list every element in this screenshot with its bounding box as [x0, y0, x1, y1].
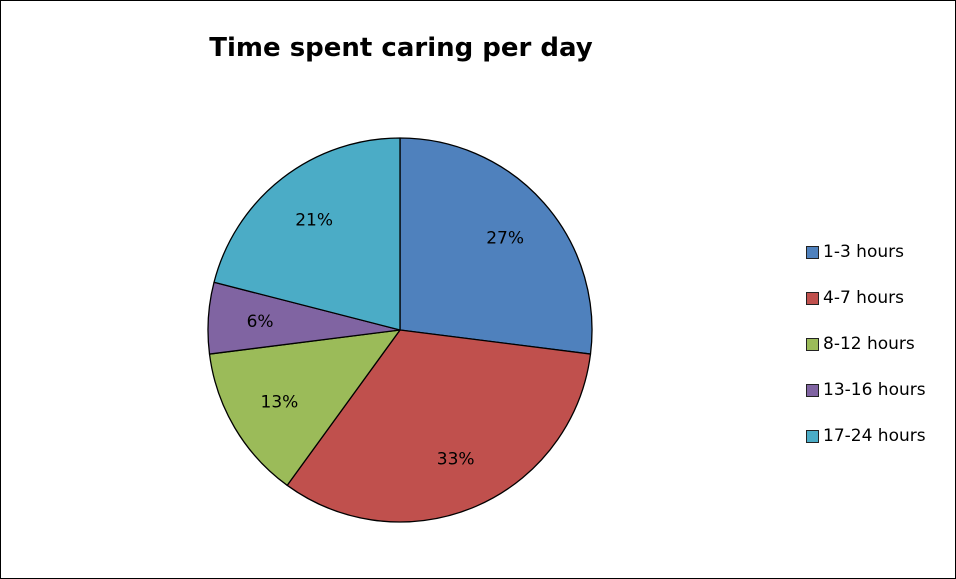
pie-slice-17-24-hours — [213, 137, 401, 331]
legend-item-17-24-hours: 17-24 hours — [806, 413, 951, 459]
legend-item-8-12-hours: 8-12 hours — [806, 321, 951, 367]
legend-swatch-8-12-hours — [806, 337, 819, 351]
pie-slice-8-12-hours — [208, 329, 401, 486]
data-label-13-16-hours: 6% — [247, 312, 274, 332]
data-label-17-24-hours: 21% — [295, 210, 333, 230]
pie-slice-1-3-hours — [399, 137, 593, 355]
legend-item-4-7-hours: 4-7 hours — [806, 275, 951, 321]
legend-label-8-12-hours: 8-12 hours — [823, 334, 915, 354]
pie-slice-4-7-hours — [286, 329, 592, 523]
data-label-1-3-hours: 27% — [486, 228, 524, 248]
data-label-8-12-hours: 13% — [261, 392, 299, 412]
data-label-4-7-hours: 33% — [437, 450, 475, 470]
chart-title: Time spent caring per day — [209, 33, 593, 63]
legend-item-13-16-hours: 13-16 hours — [806, 367, 951, 413]
legend-item-1-3-hours: 1-3 hours — [806, 229, 951, 275]
legend-label-13-16-hours: 13-16 hours — [823, 380, 926, 400]
legend-label-4-7-hours: 4-7 hours — [823, 288, 904, 308]
legend-label-17-24-hours: 17-24 hours — [823, 426, 926, 446]
legend-swatch-1-3-hours — [806, 245, 819, 259]
legend-label-1-3-hours: 1-3 hours — [823, 242, 904, 262]
legend-swatch-13-16-hours — [806, 383, 819, 397]
legend-swatch-4-7-hours — [806, 291, 819, 305]
legend: 1-3 hours 4-7 hours 8-12 hours 13-16 hou… — [806, 229, 951, 459]
legend-swatch-17-24-hours — [806, 429, 819, 443]
